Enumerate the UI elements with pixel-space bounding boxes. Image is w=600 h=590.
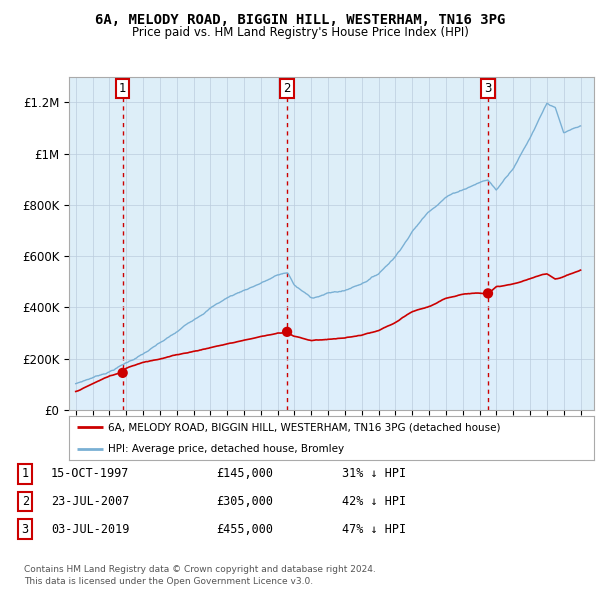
Point [483, 289, 493, 298]
Text: 2: 2 [283, 82, 291, 95]
Text: Price paid vs. HM Land Registry's House Price Index (HPI): Price paid vs. HM Land Registry's House … [131, 26, 469, 39]
Text: 1: 1 [22, 467, 29, 480]
Text: 2: 2 [22, 495, 29, 508]
Text: 03-JUL-2019: 03-JUL-2019 [51, 523, 130, 536]
Text: 23-JUL-2007: 23-JUL-2007 [51, 495, 130, 508]
Text: HPI: Average price, detached house, Bromley: HPI: Average price, detached house, Brom… [109, 444, 344, 454]
Text: £305,000: £305,000 [216, 495, 273, 508]
Text: 31% ↓ HPI: 31% ↓ HPI [342, 467, 406, 480]
Point [282, 327, 292, 336]
Point [118, 368, 127, 378]
Text: 6A, MELODY ROAD, BIGGIN HILL, WESTERHAM, TN16 3PG (detached house): 6A, MELODY ROAD, BIGGIN HILL, WESTERHAM,… [109, 422, 501, 432]
Text: 1: 1 [119, 82, 127, 95]
Text: Contains HM Land Registry data © Crown copyright and database right 2024.
This d: Contains HM Land Registry data © Crown c… [24, 565, 376, 586]
Text: 42% ↓ HPI: 42% ↓ HPI [342, 495, 406, 508]
Text: 15-OCT-1997: 15-OCT-1997 [51, 467, 130, 480]
Text: £455,000: £455,000 [216, 523, 273, 536]
Text: £145,000: £145,000 [216, 467, 273, 480]
Text: 47% ↓ HPI: 47% ↓ HPI [342, 523, 406, 536]
Text: 3: 3 [22, 523, 29, 536]
Text: 3: 3 [484, 82, 491, 95]
Text: 6A, MELODY ROAD, BIGGIN HILL, WESTERHAM, TN16 3PG: 6A, MELODY ROAD, BIGGIN HILL, WESTERHAM,… [95, 13, 505, 27]
